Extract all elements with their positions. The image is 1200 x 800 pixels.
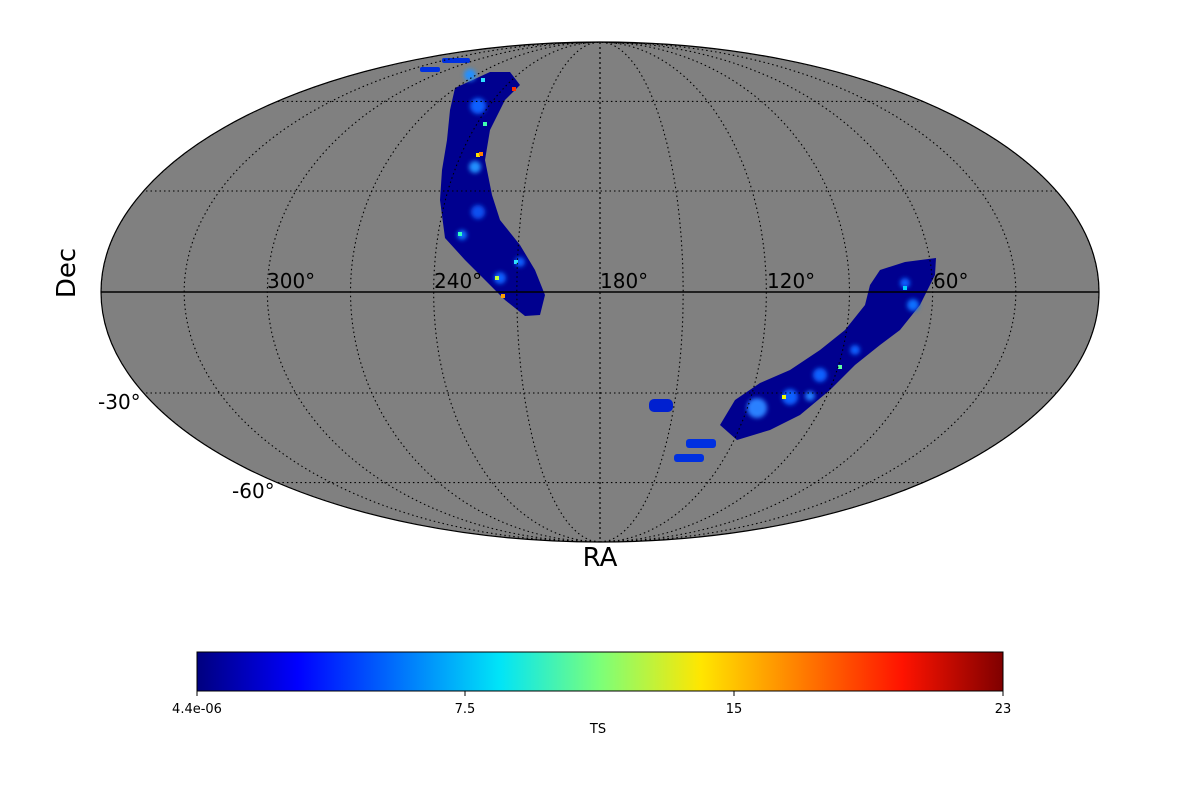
colorbar-tick-label: 23	[995, 702, 1012, 717]
meridian-line	[433, 42, 601, 542]
y-axis-label: Dec	[52, 248, 82, 298]
x-axis-label: RA	[583, 543, 618, 573]
region-blob	[649, 399, 673, 412]
region-fragment	[674, 454, 704, 462]
colorbar-tick-label: 7.5	[455, 702, 476, 717]
ts-hotspot	[514, 260, 518, 264]
colorbar-tick-label: 4.4e-06	[172, 702, 222, 717]
colorbar-ticks	[196, 691, 1004, 696]
ra-tick-label: 60°	[933, 269, 968, 293]
region-north-strip	[440, 72, 545, 316]
ts-hotspot	[481, 78, 485, 82]
meridian-line	[599, 42, 767, 542]
ts-spot	[813, 368, 827, 382]
dec-tick-label: -60°	[232, 479, 275, 503]
ra-tick-label: 180°	[600, 269, 648, 293]
ts-hotspot	[495, 276, 499, 280]
ts-spot	[494, 272, 506, 284]
ts-hotspot	[479, 152, 483, 156]
ts-spot	[850, 345, 860, 355]
region-fragment	[442, 58, 470, 63]
ra-tick-label: 240°	[434, 269, 482, 293]
ts-hotspot	[501, 294, 505, 298]
ts-spot	[469, 161, 481, 173]
ts-spot	[747, 398, 767, 418]
ts-hotspot	[483, 122, 487, 126]
region-fragment	[686, 439, 716, 448]
ts-hotspot	[903, 286, 907, 290]
ra-tick-label: 300°	[267, 269, 315, 293]
region-fragment	[420, 67, 440, 72]
colorbar	[196, 651, 1004, 692]
ts-hotspot	[512, 87, 516, 91]
ts-hotspot	[782, 395, 786, 399]
ts-hotspot	[476, 153, 480, 157]
ts-hotspot	[838, 365, 842, 369]
ts-spot	[471, 205, 485, 219]
ts-spot	[907, 299, 919, 311]
sky-border	[100, 41, 1100, 543]
colorbar-label: TS	[589, 722, 606, 737]
ts-spot	[464, 69, 476, 81]
dec-tick-label: -30°	[98, 390, 141, 414]
ra-tick-label: 120°	[767, 269, 815, 293]
colorbar-tick-label: 15	[726, 702, 743, 717]
ts-spot	[470, 98, 486, 114]
ts-hotspot	[458, 232, 462, 236]
ts-regions	[420, 58, 936, 462]
ts-spot	[900, 278, 910, 288]
region-south-strip	[720, 258, 936, 440]
